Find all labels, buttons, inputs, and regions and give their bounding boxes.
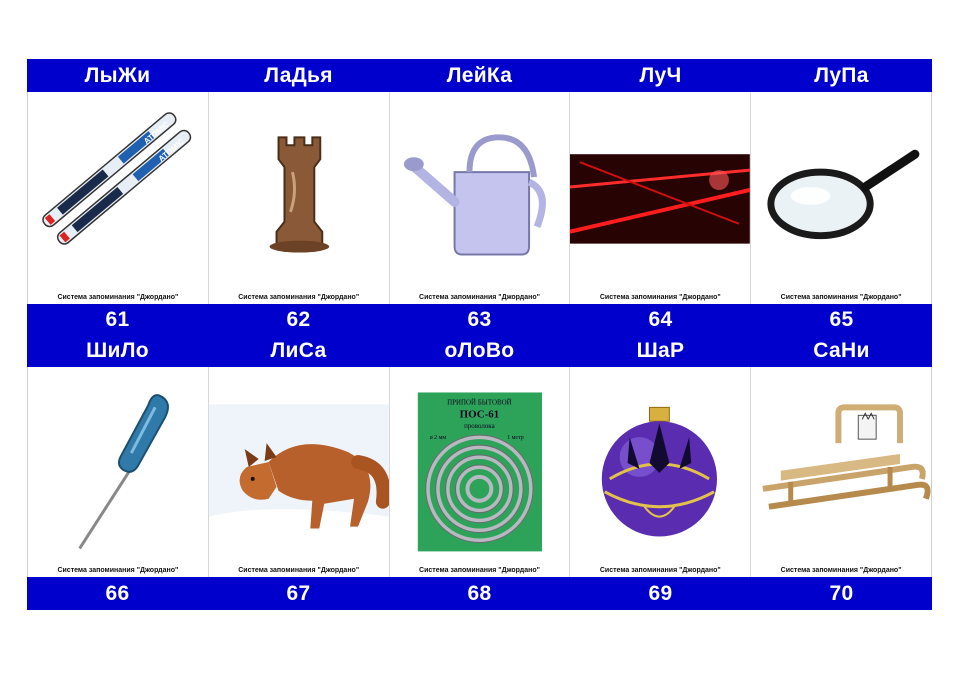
picture-row-2: Система запоминания "Джордано" Система з… <box>27 367 932 577</box>
header-band-row1: ЛыЖи ЛаДья ЛейКа ЛуЧ ЛуПа <box>27 59 932 92</box>
card-number: 63 <box>467 307 492 331</box>
awl-icon <box>78 394 169 550</box>
laser-beam-icon <box>570 154 751 244</box>
word-label: ЛиСа <box>270 338 327 362</box>
card-number: 64 <box>648 307 673 331</box>
solder-coil-icon: ПРИПОЙ БЫТОВОЙ ПОС-61 проволока ø 2 мм 1… <box>417 392 542 552</box>
card-number: 68 <box>467 581 492 605</box>
fox-icon <box>208 404 389 544</box>
watering-can-icon <box>403 134 546 256</box>
word-label: ШаР <box>636 338 685 362</box>
numbers-band-row2: 66 67 68 69 70 <box>27 577 932 610</box>
word-label: ЛыЖи <box>84 63 151 87</box>
skis-icon: ATOMIC ATOMIC <box>42 112 192 245</box>
caption: Система запоминания "Джордано" <box>780 567 902 574</box>
chess-rook-icon <box>269 136 329 253</box>
card-number: 70 <box>829 581 854 605</box>
caption: Система запоминания "Джордано" <box>419 294 540 301</box>
svg-text:1 метр: 1 метр <box>507 435 524 441</box>
card-65: Система запоминания "Джордано" <box>750 92 932 304</box>
magnifier-icon <box>767 149 920 240</box>
svg-text:ПОС-61: ПОС-61 <box>459 408 499 420</box>
card-number: 69 <box>648 581 673 605</box>
card-number: 62 <box>286 307 311 331</box>
mnemonic-card-sheet: ЛыЖи ЛаДья ЛейКа ЛуЧ ЛуПа ATOMIC ATOMIC <box>27 59 932 610</box>
christmas-ball-icon <box>602 406 718 537</box>
word-label: ЛуПа <box>814 63 869 87</box>
sled-icon <box>762 404 931 510</box>
numbers-row-1: 61 62 63 64 65 <box>27 304 932 335</box>
svg-text:ø 2 мм: ø 2 мм <box>429 435 446 441</box>
card-number: 61 <box>105 307 130 331</box>
word-label: ЛуЧ <box>639 63 682 87</box>
caption: Система запоминания "Джордано" <box>780 294 902 301</box>
caption: Система запоминания "Джордано" <box>419 567 540 574</box>
word-label: оЛоВо <box>444 338 515 362</box>
word-label: ЛаДья <box>264 63 333 87</box>
caption: Система запоминания "Джордано" <box>599 567 721 574</box>
words-row-2: ШиЛо ЛиСа оЛоВо ШаР СаНи <box>27 335 932 366</box>
card-67: Система запоминания "Джордано" <box>207 367 389 577</box>
caption: Система запоминания "Джордано" <box>238 294 360 301</box>
caption: Система запоминания "Джордано" <box>57 567 179 574</box>
caption: Система запоминания "Джордано" <box>238 567 360 574</box>
word-label: ЛейКа <box>446 63 513 87</box>
caption: Система запоминания "Джордано" <box>599 294 721 301</box>
word-label: ШиЛо <box>86 338 149 362</box>
card-66: Система запоминания "Джордано" <box>27 367 208 577</box>
svg-text:проволока: проволока <box>464 422 495 430</box>
card-69: Система запоминания "Джордано" <box>569 367 750 577</box>
card-number: 67 <box>286 581 311 605</box>
card-64: Система запоминания "Джордано" <box>569 92 751 304</box>
card-62: Система запоминания "Джордано" <box>207 92 389 304</box>
middle-band: 61 62 63 64 65 ШиЛо ЛиСа оЛоВо ШаР СаНи <box>27 304 932 367</box>
card-number: 65 <box>829 307 854 331</box>
card-68: ПРИПОЙ БЫТОВОЙ ПОС-61 проволока ø 2 мм 1… <box>388 367 570 577</box>
picture-row-1: ATOMIC ATOMIC Система запоминания "Джорд… <box>27 92 932 304</box>
card-61: ATOMIC ATOMIC Система запоминания "Джорд… <box>27 92 208 304</box>
card-number: 66 <box>105 581 130 605</box>
word-label: СаНи <box>813 338 870 362</box>
card-70: Система запоминания "Джордано" <box>750 367 932 577</box>
card-63: Система запоминания "Джордано" <box>388 92 570 304</box>
svg-text:ПРИПОЙ БЫТОВОЙ: ПРИПОЙ БЫТОВОЙ <box>447 398 511 406</box>
caption: Система запоминания "Джордано" <box>57 294 179 301</box>
